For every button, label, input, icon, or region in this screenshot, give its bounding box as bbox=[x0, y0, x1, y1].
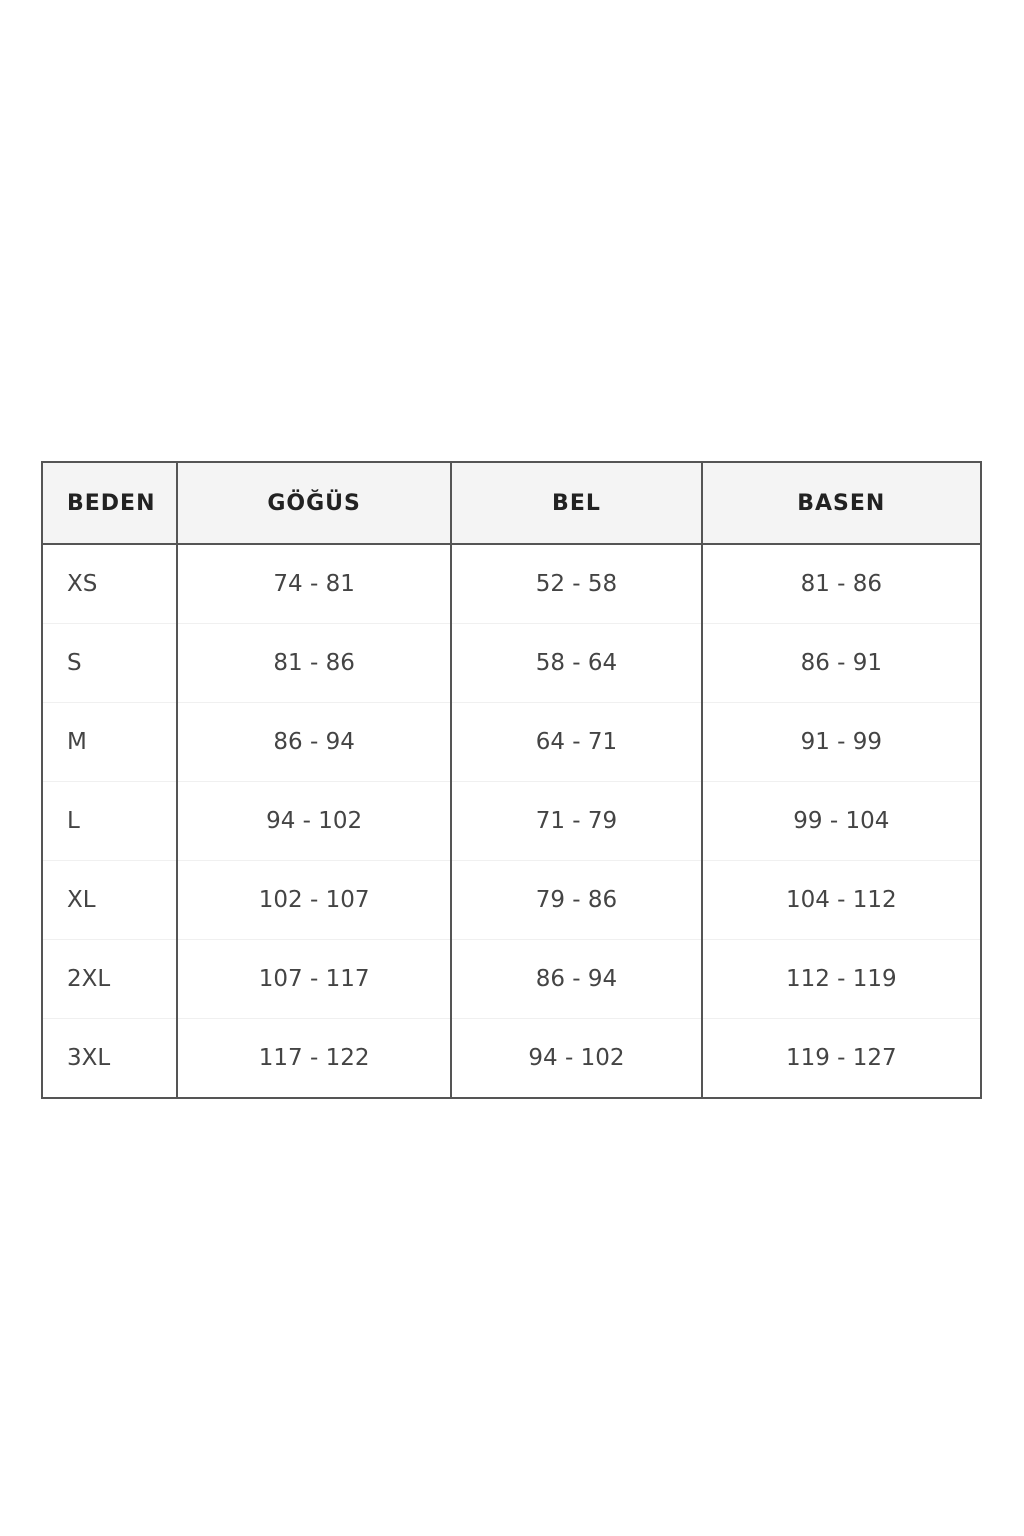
waist-cell: 86 - 94 bbox=[450, 939, 702, 1019]
waist-cell: 64 - 71 bbox=[450, 702, 702, 782]
chest-cell: 81 - 86 bbox=[175, 623, 452, 703]
size-cell: S bbox=[42, 623, 177, 703]
table-row: XS 74 - 81 52 - 58 81 - 86 bbox=[42, 544, 981, 624]
header-size: BEDEN bbox=[42, 462, 177, 545]
hip-cell: 81 - 86 bbox=[700, 544, 981, 624]
chest-cell: 86 - 94 bbox=[175, 702, 452, 782]
hip-cell: 99 - 104 bbox=[700, 781, 981, 861]
hip-cell: 104 - 112 bbox=[700, 860, 981, 940]
waist-cell: 58 - 64 bbox=[450, 623, 702, 703]
size-chart-table: BEDEN GÖĞÜS BEL BASEN XS 74 - 81 52 - 58 81… bbox=[41, 461, 982, 1099]
chest-cell: 94 - 102 bbox=[175, 781, 452, 861]
hip-cell: 119 - 127 bbox=[700, 1018, 981, 1099]
hip-cell: 86 - 91 bbox=[700, 623, 981, 703]
hip-cell: 91 - 99 bbox=[700, 702, 981, 782]
waist-cell: 79 - 86 bbox=[450, 860, 702, 940]
table-row: 3XL 117 - 122 94 - 102 119 - 127 bbox=[42, 1018, 981, 1099]
hip-cell: 112 - 119 bbox=[700, 939, 981, 1019]
table-row: M 86 - 94 64 - 71 91 - 99 bbox=[42, 702, 981, 782]
waist-cell: 71 - 79 bbox=[450, 781, 702, 861]
size-cell: 3XL bbox=[42, 1018, 177, 1099]
chest-cell: 74 - 81 bbox=[175, 544, 452, 624]
chest-cell: 102 - 107 bbox=[175, 860, 452, 940]
size-cell: 2XL bbox=[42, 939, 177, 1019]
size-cell: L bbox=[42, 781, 177, 861]
waist-cell: 94 - 102 bbox=[450, 1018, 702, 1099]
waist-cell: 52 - 58 bbox=[450, 544, 702, 624]
size-cell: M bbox=[42, 702, 177, 782]
table-row: L 94 - 102 71 - 79 99 - 104 bbox=[42, 781, 981, 861]
size-cell: XS bbox=[42, 544, 177, 624]
table-row: XL 102 - 107 79 - 86 104 - 112 bbox=[42, 860, 981, 940]
header-chest: GÖĞÜS bbox=[175, 462, 452, 545]
chest-cell: 117 - 122 bbox=[175, 1018, 452, 1099]
size-cell: XL bbox=[42, 860, 177, 940]
table-row: S 81 - 86 58 - 64 86 - 91 bbox=[42, 623, 981, 703]
header-hip: BASEN bbox=[700, 462, 981, 545]
chest-cell: 107 - 117 bbox=[175, 939, 452, 1019]
header-row: BEDEN GÖĞÜS BEL BASEN bbox=[42, 462, 981, 545]
header-waist: BEL bbox=[450, 462, 702, 545]
table-row: 2XL 107 - 117 86 - 94 112 - 119 bbox=[42, 939, 981, 1019]
